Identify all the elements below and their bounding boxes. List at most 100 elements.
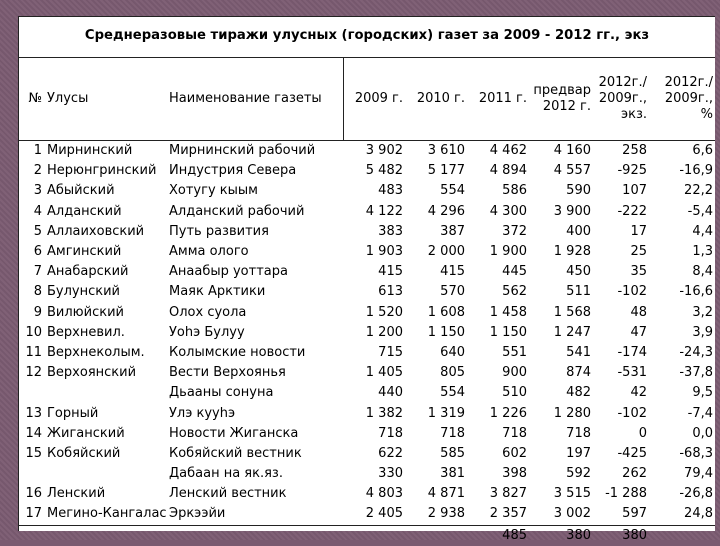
cell-num: [19, 383, 45, 403]
cell-2010: 387: [440, 223, 465, 239]
cell-2009: 613: [378, 284, 403, 300]
cell-2009: 4 122: [365, 203, 403, 219]
cell-newspaper: Олох суола: [169, 304, 247, 320]
cell-diff-abs: -174: [617, 344, 647, 360]
table-row: 4 Алданский Алданский рабочий 4 122 4 296 4 3…: [19, 202, 715, 222]
cell-diff-abs: 48: [630, 304, 647, 320]
table-row: 9 Вилюйский Олох суола 1 520 1 608 1 458 1 568…: [19, 303, 715, 323]
cell-2009: 1 903: [365, 244, 403, 260]
table-row: 8 Булунский Маяк Арктики 613 570 562 511 -102 -1…: [19, 282, 715, 302]
cell-2011: 372: [502, 223, 527, 239]
cell-2009: 330: [378, 466, 403, 482]
table-row: 14 Жиганский Новости Жиганска 718 718 718 718 0…: [19, 424, 715, 444]
cell-2010: 1 150: [427, 324, 465, 340]
cell-2011: 398: [502, 466, 527, 482]
cell-diff-pct: -5,4: [687, 203, 713, 219]
cell-2009: 383: [378, 223, 403, 239]
cell-num: 6: [33, 244, 42, 260]
cell-diff-abs: 258: [622, 143, 647, 159]
cell-newspaper: Хотугу кыым: [169, 183, 258, 199]
cell-ulus: Ленский: [47, 486, 106, 502]
cell-2010: 381: [440, 466, 465, 482]
header-newspaper: Наименование газеты: [167, 57, 343, 141]
cell-diff-pct: -68,3: [679, 445, 713, 461]
cell-2011: 1 458: [489, 304, 527, 320]
cell-2010: 5 177: [427, 163, 465, 179]
header-diff-pct: 2012г./ 2009г., %: [649, 57, 715, 141]
cell-2012: 380: [529, 524, 593, 546]
cell-2011: 1 150: [489, 324, 527, 340]
header-2012: предвар 2012 г.: [529, 57, 593, 141]
cell-2011: 718: [502, 425, 527, 441]
cell-2011: 3 827: [489, 486, 527, 502]
cell-2009: 622: [378, 445, 403, 461]
cell-num: 11: [25, 344, 42, 360]
cell-2009: 1 382: [365, 405, 403, 421]
cell-ulus: Аллаиховский: [47, 223, 145, 239]
cell-2012: 718: [566, 425, 591, 441]
cell-newspaper: Дьааны сонуна: [169, 385, 274, 401]
cell-2011: 1 226: [489, 405, 527, 421]
cell-2010: 640: [440, 344, 465, 360]
cell-2010: 415: [440, 264, 465, 280]
cell-ulus: Жиганский: [47, 425, 125, 441]
cell-diff-pct: -7,4: [687, 405, 713, 421]
table-row: 6 Амгинский Амма олого 1 903 2 000 1 900 1 928…: [19, 242, 715, 262]
circulation-table: № Улусы Наименование газеты 2009 г. 2010…: [19, 57, 715, 546]
cell-num: 15: [25, 445, 42, 461]
cell-2009: 5 482: [365, 163, 403, 179]
cell-2010: [405, 524, 467, 546]
cell-2011: 445: [502, 264, 527, 280]
cell-diff-abs: 380: [593, 524, 649, 546]
cell-2009: 4 803: [365, 486, 403, 502]
cell-2012: 1 247: [553, 324, 591, 340]
header-row: № Улусы Наименование газеты 2009 г. 2010…: [19, 57, 715, 141]
spreadsheet-sheet: Среднеразовые тиражи улусных (городских)…: [18, 16, 715, 546]
cell-2012: 874: [566, 365, 591, 381]
cell-newspaper: Уоhэ Булуу: [169, 324, 245, 340]
cell-diff-abs: -102: [617, 405, 647, 421]
cell-ulus: Мегино-Кангаласский: [47, 506, 167, 522]
cell-2010: 4 871: [427, 486, 465, 502]
cell-diff-abs: 0: [638, 425, 647, 441]
table-row: Дьааны сонуна 440 554 510 482 42 9,5: [19, 383, 715, 403]
cell-2009: 415: [378, 264, 403, 280]
header-2010: 2010 г.: [405, 57, 467, 141]
cell-diff-pct: 3,2: [692, 304, 713, 320]
cell-diff-abs: 597: [622, 506, 647, 522]
cell-newspaper: Новости Жиганска: [169, 425, 299, 441]
cell-diff-abs: 17: [630, 223, 647, 239]
cell-2011: 602: [502, 445, 527, 461]
table-row: 485 380 380: [19, 524, 715, 546]
cell-2009: 3 902: [365, 143, 403, 159]
cell-ulus: Кобяйский: [47, 445, 121, 461]
cell-num: 16: [25, 486, 42, 502]
cell-diff-pct: 6,6: [692, 143, 713, 159]
cell-diff-abs: -222: [617, 203, 647, 219]
cell-2009: 718: [378, 425, 403, 441]
table-row: 3 Абыйский Хотугу кыым 483 554 586 590 107 22,2: [19, 181, 715, 201]
cell-2010: 718: [440, 425, 465, 441]
header-ulus: Улусы: [45, 57, 167, 141]
cell-diff-abs: -102: [617, 284, 647, 300]
cell-2012: 3 900: [553, 203, 591, 219]
cell-num: 10: [25, 324, 42, 340]
cell-newspaper: Вести Верхоянья: [169, 365, 286, 381]
cell-newspaper: Алданский рабочий: [169, 203, 305, 219]
cell-2012: 1 280: [553, 405, 591, 421]
table-row: 15 Кобяйский Кобяйский вестник 622 585 602 197…: [19, 444, 715, 464]
cell-diff-pct: -16,6: [679, 284, 713, 300]
cell-num: 12: [25, 365, 42, 381]
cell-2011: 510: [502, 385, 527, 401]
cell-2010: 570: [440, 284, 465, 300]
cell-diff-pct: 4,4: [692, 223, 713, 239]
header-2012-line2: 2012 г.: [542, 99, 591, 114]
cell-newspaper: Эркээйи: [169, 506, 226, 522]
table-row: Дабаан на як.яз. 330 381 398 592 262 79,4: [19, 464, 715, 484]
cell-num: 9: [33, 304, 42, 320]
cell-2012: 1 568: [553, 304, 591, 320]
cell-ulus: Мирнинский: [47, 143, 133, 159]
cell-2010: 2 938: [427, 506, 465, 522]
cell-2012: 400: [566, 223, 591, 239]
cell-2011: 1 900: [489, 244, 527, 260]
